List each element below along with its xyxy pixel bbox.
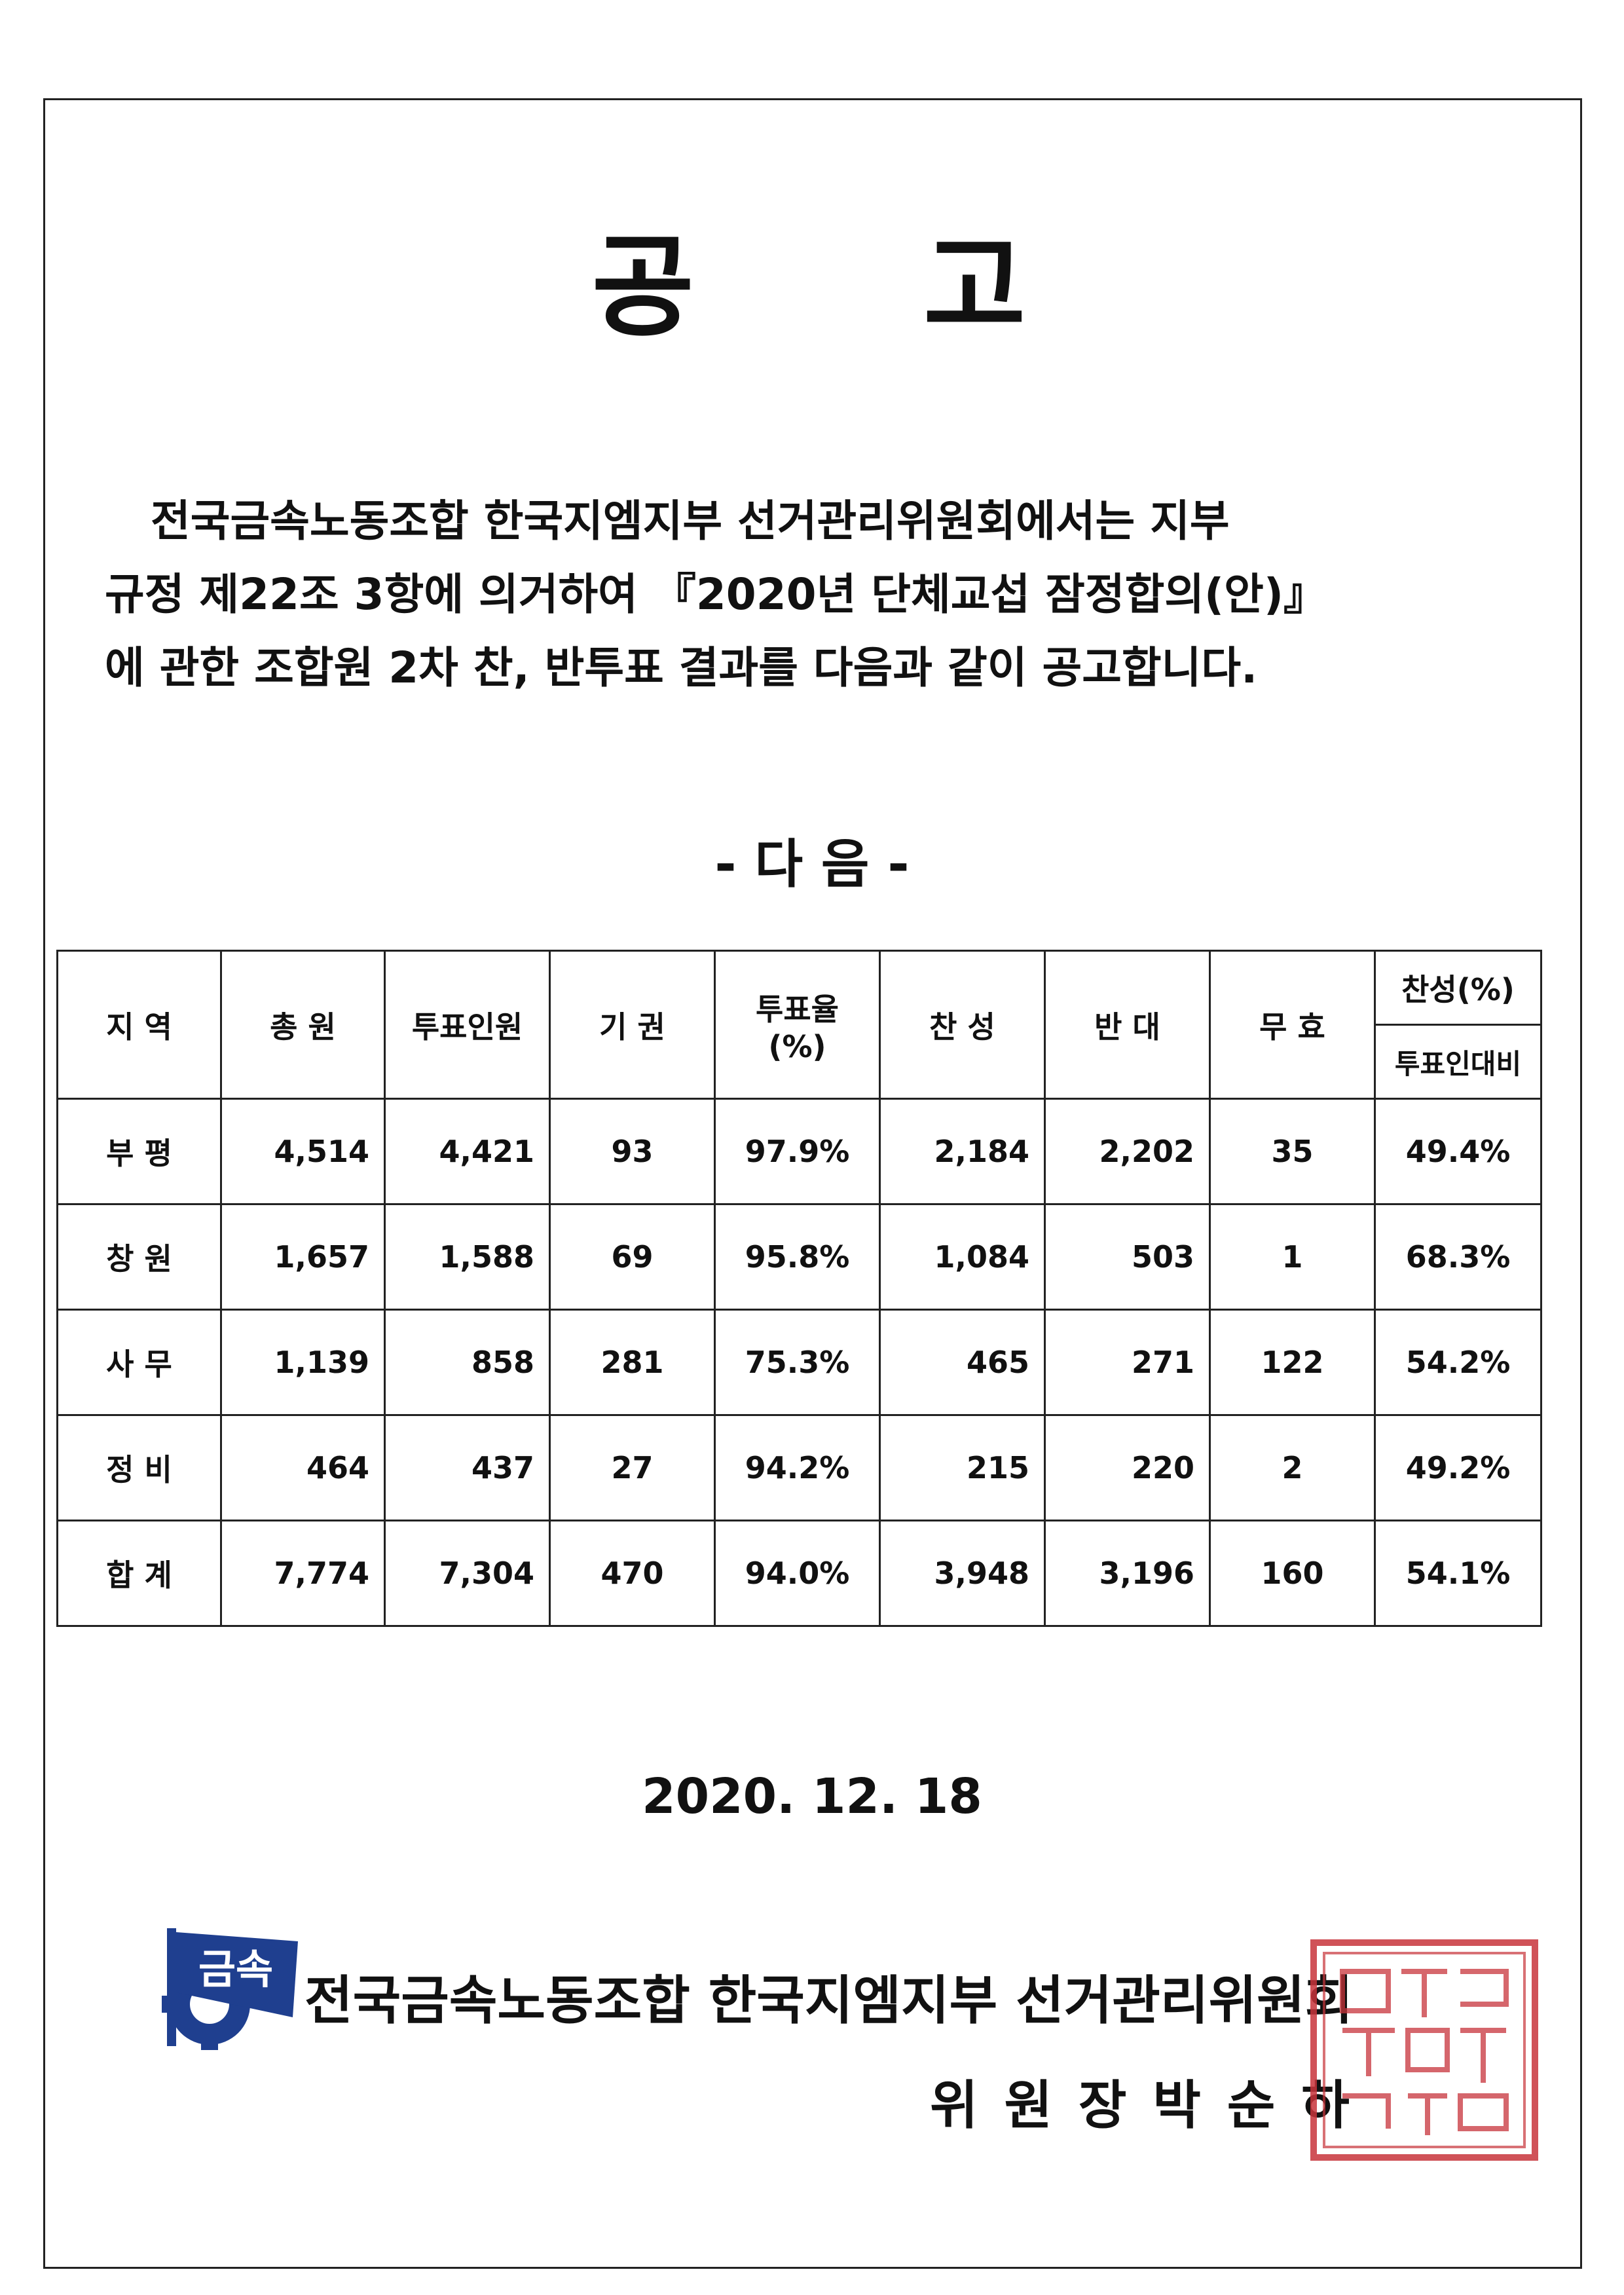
cell-invalid: 2 (1209, 1414, 1376, 1521)
cell-turnout: 75.3% (714, 1309, 881, 1416)
notice-date: 2020. 12. 18 (642, 1768, 982, 1825)
body-line-3: 에 관한 조합원 2차 찬, 반투표 결과를 다음과 같이 공고합니다. (105, 643, 1258, 693)
union-flag-logo: 금속 (162, 1928, 298, 2050)
header-no: 반 대 (1044, 950, 1211, 1100)
cell-total: 7,774 (220, 1520, 386, 1627)
header-region: 지 역 (56, 950, 222, 1100)
cell-turnout: 94.2% (714, 1414, 881, 1521)
cell-total: 4,514 (220, 1098, 386, 1205)
cell-region: 창 원 (56, 1203, 222, 1311)
cell-abstain: 281 (549, 1309, 716, 1416)
cell-no: 503 (1044, 1203, 1211, 1311)
cell-abstain: 27 (549, 1414, 716, 1521)
flag-icon (176, 1932, 298, 2017)
table-row: 부 평 4,514 4,421 93 97.9% 2,184 2,202 35 49.4% (56, 1098, 1542, 1205)
cell-total: 464 (220, 1414, 386, 1521)
header-approval-sub: 투표인대비 (1374, 1024, 1542, 1100)
cell-voters: 437 (384, 1414, 551, 1521)
body-line-2: 규정 제22조 3항에 의거하여 『2020년 단체교섭 잠정합의(안)』 (105, 569, 1327, 620)
cell-total: 1,139 (220, 1309, 386, 1416)
header-row: 지 역 총 원 투표인원 기 권 투표율(%) 찬 성 반 대 무 효 찬성(%… (56, 950, 1542, 1100)
header-subrow: 투표인대비 (58, 1024, 1542, 1100)
cell-yes: 215 (879, 1414, 1046, 1521)
next-heading: - 다 음 - (714, 834, 910, 895)
cell-approval: 49.2% (1374, 1414, 1542, 1521)
document-border (43, 98, 1582, 2269)
header-total: 총 원 (220, 950, 386, 1100)
header-yes: 찬 성 (879, 950, 1046, 1100)
table-row: 사 무 1,139 858 281 75.3% 465 271 122 54.2% (56, 1309, 1542, 1416)
cell-no: 220 (1044, 1414, 1211, 1521)
cell-voters: 1,588 (384, 1203, 551, 1311)
cell-region: 사 무 (56, 1309, 222, 1416)
header-approval: 찬성(%) (1374, 950, 1542, 1026)
title-char-1: 공 (591, 223, 701, 352)
official-seal-stamp (1310, 1939, 1538, 2161)
cell-turnout: 97.9% (714, 1098, 881, 1205)
chairman-name: 위 원 장 박 순 하 (930, 2075, 1354, 2136)
cell-invalid: 160 (1209, 1520, 1376, 1627)
table-row: 정 비 464 437 27 94.2% 215 220 2 49.2% (56, 1414, 1542, 1521)
cell-turnout: 95.8% (714, 1203, 881, 1311)
cell-region: 정 비 (56, 1414, 222, 1521)
body-line-1: 전국금속노동조합 한국지엠지부 선거관리위원회에서는 지부 (151, 496, 1230, 546)
cell-voters: 7,304 (384, 1520, 551, 1627)
cell-voters: 4,421 (384, 1098, 551, 1205)
vote-results-table: 지 역 총 원 투표인원 기 권 투표율(%) 찬 성 반 대 무 효 찬성(%… (56, 950, 1542, 1627)
cell-invalid: 35 (1209, 1098, 1376, 1205)
notice-body: 전국금속노동조합 한국지엠지부 선거관리위원회에서는 지부 규정 제22조 3항… (105, 485, 1532, 705)
cell-abstain: 470 (549, 1520, 716, 1627)
cell-invalid: 122 (1209, 1309, 1376, 1416)
cell-turnout: 94.0% (714, 1520, 881, 1627)
header-turnout: 투표율(%) (714, 950, 881, 1100)
cell-region: 합 계 (56, 1520, 222, 1627)
cell-no: 2,202 (1044, 1098, 1211, 1205)
table-row: 합 계 7,774 7,304 470 94.0% 3,948 3,196 160 54.1% (56, 1520, 1542, 1627)
cell-yes: 2,184 (879, 1098, 1046, 1205)
cell-region: 부 평 (56, 1098, 222, 1205)
header-abstain: 기 권 (549, 950, 716, 1100)
cell-approval: 68.3% (1374, 1203, 1542, 1311)
cell-abstain: 69 (549, 1203, 716, 1311)
cell-voters: 858 (384, 1309, 551, 1416)
cell-approval: 54.1% (1374, 1520, 1542, 1627)
cell-approval: 49.4% (1374, 1098, 1542, 1205)
cell-no: 3,196 (1044, 1520, 1211, 1627)
cell-total: 1,657 (220, 1203, 386, 1311)
cell-yes: 1,084 (879, 1203, 1046, 1311)
flag-pole (167, 1928, 176, 2046)
cell-yes: 465 (879, 1309, 1046, 1416)
cell-yes: 3,948 (879, 1520, 1046, 1627)
logo-text: 금속 (198, 1945, 273, 1993)
table-row: 창 원 1,657 1,588 69 95.8% 1,084 503 1 68.3% (56, 1203, 1542, 1311)
organization-name: 전국금속노동조합 한국지엠지부 선거관리위원회 (304, 1970, 1354, 2031)
title-char-2: 고 (923, 223, 1033, 352)
cell-abstain: 93 (549, 1098, 716, 1205)
cell-no: 271 (1044, 1309, 1211, 1416)
cell-approval: 54.2% (1374, 1309, 1542, 1416)
cell-invalid: 1 (1209, 1203, 1376, 1311)
header-voters: 투표인원 (384, 950, 551, 1100)
header-invalid: 무 효 (1209, 950, 1376, 1100)
